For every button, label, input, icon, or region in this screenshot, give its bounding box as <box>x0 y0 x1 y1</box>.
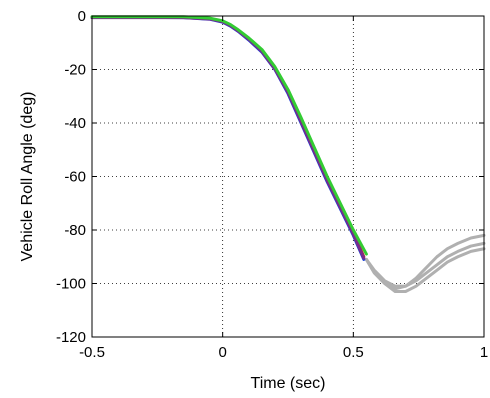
y-tick-label: -80 <box>64 222 86 239</box>
ticks: -0.5 0 0.5 1 0 -20 -40 -60 -80 -100 -120 <box>56 8 488 361</box>
y-tick-label: 0 <box>78 8 86 25</box>
y-tick-label: -120 <box>56 329 86 346</box>
x-tick-label: 0 <box>218 344 226 361</box>
series-line-6 <box>90 15 368 256</box>
y-axis-label: Vehicle Roll Angle (deg) <box>19 92 36 262</box>
series-line-2 <box>364 247 486 294</box>
y-tick-label: -100 <box>56 276 86 293</box>
y-tick-label: -60 <box>64 169 86 186</box>
y-tick-label: -40 <box>64 115 86 132</box>
x-tick-label: 0.5 <box>343 344 364 361</box>
y-tick-label: -20 <box>64 62 86 79</box>
series-line-0 <box>364 241 486 288</box>
x-axis-label: Time (sec) <box>251 375 326 392</box>
grid <box>92 16 484 337</box>
x-tick-label: -0.5 <box>79 344 105 361</box>
x-tick-label: 1 <box>480 344 488 361</box>
series-group <box>90 15 486 294</box>
